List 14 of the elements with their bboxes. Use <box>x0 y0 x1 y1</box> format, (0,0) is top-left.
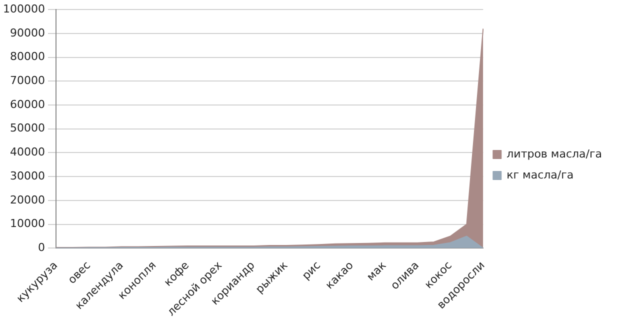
y-tick-label: 30000 <box>10 169 45 182</box>
y-tick-label: 60000 <box>10 98 45 111</box>
legend-label: литров масла/га <box>506 147 602 160</box>
y-tick-label: 20000 <box>10 193 45 206</box>
y-tick-label: 90000 <box>10 26 45 40</box>
y-tick-label: 50000 <box>10 122 45 135</box>
legend-label: кг масла/га <box>506 168 574 182</box>
y-tick-label: 10000 <box>10 217 45 230</box>
y-tick-label: 0 <box>38 241 45 254</box>
y-tick-label: 40000 <box>10 146 45 159</box>
y-tick-label: 100000 <box>2 2 45 16</box>
x-tick-label: мак <box>364 258 389 284</box>
y-tick-label: 70000 <box>10 74 45 88</box>
y-tick-label: 80000 <box>10 50 45 64</box>
